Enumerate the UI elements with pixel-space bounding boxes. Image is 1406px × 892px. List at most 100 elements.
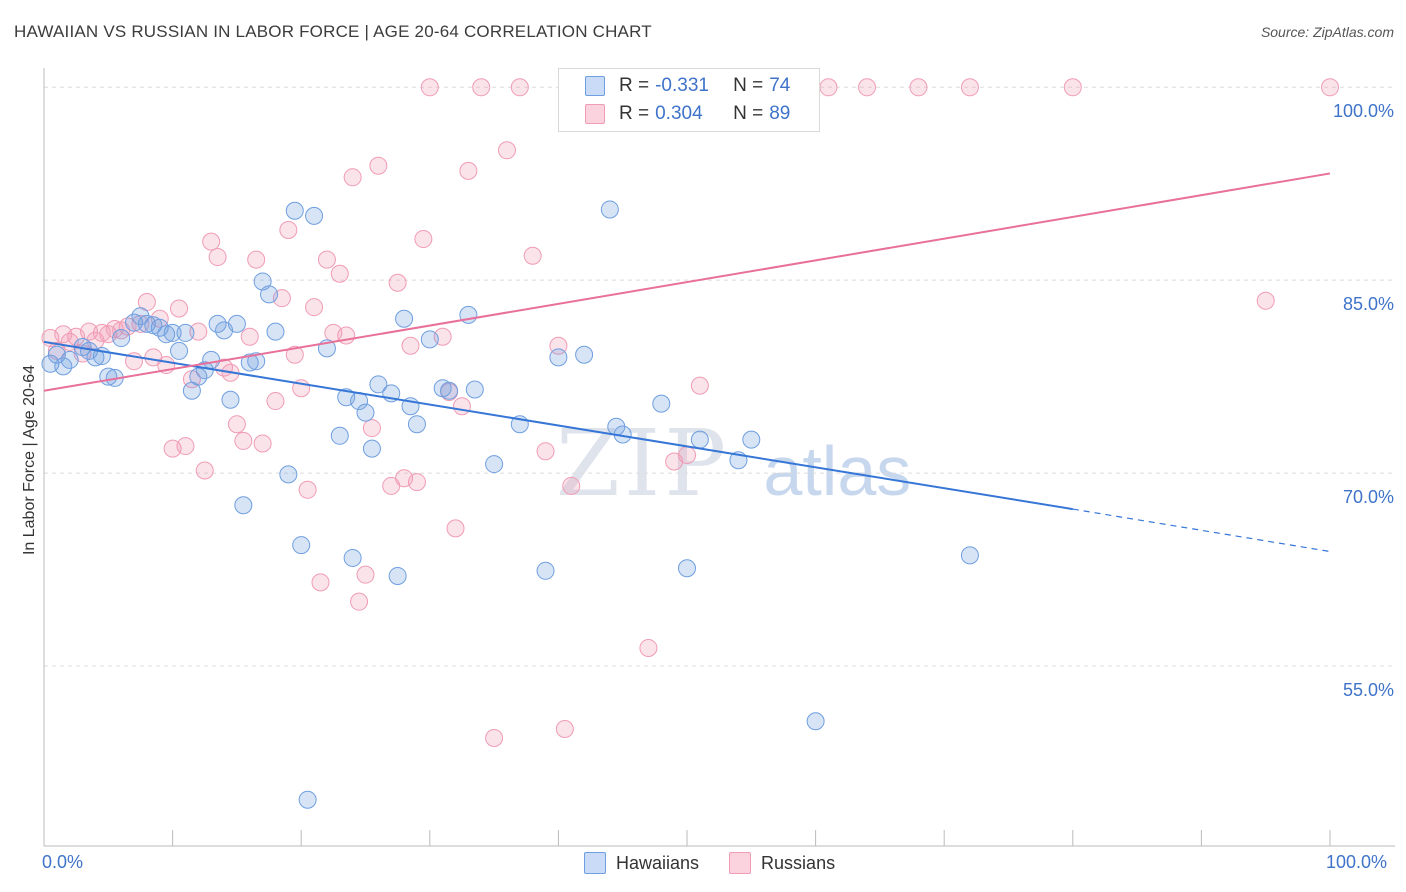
- hawaiian-point: [960, 546, 979, 565]
- hawaiian-point: [240, 353, 259, 372]
- hawaiian-point: [170, 341, 189, 360]
- hawaiian-point: [260, 285, 279, 304]
- hawaiian-point: [163, 323, 182, 342]
- hawaiian-point: [208, 314, 227, 333]
- hawaiian-point: [247, 352, 266, 371]
- hawaiian-point: [806, 712, 825, 731]
- russian-point: [266, 392, 285, 411]
- hawaiian-point: [395, 309, 414, 328]
- russian-point: [960, 78, 979, 97]
- hawaiian-point: [356, 403, 375, 422]
- russian-point: [240, 327, 259, 346]
- hawaiians-r-value: -0.331: [655, 75, 709, 96]
- russian-point: [253, 434, 272, 453]
- hawaiian-point: [305, 206, 324, 225]
- russian-point: [472, 78, 491, 97]
- hawaiians-swatch: [585, 76, 605, 96]
- legend-item-hawaiians[interactable]: Hawaiians: [584, 852, 699, 874]
- hawaiian-point: [465, 380, 484, 399]
- hawaiian-point: [131, 307, 150, 326]
- russian-point: [407, 473, 426, 492]
- russian-point: [497, 141, 516, 160]
- hawaiians-legend-swatch: [584, 852, 606, 874]
- hawaiian-point: [407, 415, 426, 434]
- russian-point: [170, 299, 189, 318]
- r-label: R =: [619, 75, 650, 96]
- n-label: N =: [733, 75, 764, 96]
- y-tick-label: 70.0%: [1342, 487, 1394, 508]
- hawaiian-point: [330, 426, 349, 445]
- source-credit: Source: ZipAtlas.com: [1260, 24, 1394, 40]
- hawaiian-point: [285, 201, 304, 220]
- hawaiian-point: [112, 329, 131, 348]
- hawaiian-point: [266, 322, 285, 341]
- russian-point: [189, 322, 208, 341]
- russian-point: [858, 78, 877, 97]
- hawaiian-point: [86, 348, 105, 367]
- russian-point: [459, 161, 478, 180]
- hawaiian-point: [54, 357, 73, 376]
- axes: [43, 68, 1395, 847]
- hawaiian-point: [369, 375, 388, 394]
- russian-point: [1256, 291, 1275, 310]
- russian-point: [536, 442, 555, 461]
- hawaiian-point: [60, 350, 79, 369]
- hawaiian-point: [388, 566, 407, 585]
- russian-point: [1063, 78, 1082, 97]
- hawaiian-point: [234, 496, 253, 515]
- legend-item-russians[interactable]: Russians: [729, 852, 835, 874]
- russian-point: [285, 345, 304, 364]
- russian-point: [311, 573, 330, 592]
- russian-point: [388, 273, 407, 292]
- russian-point: [176, 437, 195, 456]
- russians-legend-swatch: [729, 852, 752, 874]
- correlation-legend: R = -0.331 N = 74 R = 0.304 N = 89: [558, 68, 820, 132]
- trend-lines: [43, 172, 1331, 553]
- hawaiians-trend-line: [43, 340, 1073, 511]
- russian-point: [1321, 78, 1339, 97]
- russian-point: [305, 298, 324, 317]
- russian-point: [678, 446, 696, 465]
- hawaiian-point: [575, 345, 594, 364]
- hawaiian-point: [600, 200, 619, 219]
- watermark-zip: ZIP: [556, 410, 731, 517]
- hawaiian-point: [549, 348, 568, 367]
- hawaiian-point: [298, 790, 317, 809]
- russian-point: [909, 78, 928, 97]
- y-axis-label: In Labor Force | Age 20-64: [21, 364, 38, 556]
- hawaiians-trend-extension: [1072, 508, 1331, 553]
- russian-point: [690, 376, 709, 395]
- russian-point: [317, 250, 336, 269]
- hawaiian-point: [221, 390, 240, 409]
- russians-r-value: 0.304: [655, 103, 703, 124]
- y-tick-label: 100.0%: [1332, 101, 1394, 122]
- russian-point: [819, 78, 838, 97]
- hawaiians-points: [41, 200, 979, 809]
- gridlines: [44, 86, 1395, 667]
- r-label: R =: [619, 103, 650, 124]
- hawaiian-point: [440, 381, 459, 400]
- russian-point: [452, 397, 471, 416]
- hawaiian-point: [176, 323, 195, 342]
- hawaiians-n-value: 74: [769, 75, 791, 96]
- hawaiian-point: [652, 394, 671, 413]
- russian-point: [446, 519, 465, 538]
- hawaiian-point: [420, 330, 439, 349]
- russian-point: [350, 592, 369, 611]
- russian-point: [279, 221, 298, 240]
- chart-title: HAWAIIAN VS RUSSIAN IN LABOR FORCE | AGE…: [14, 22, 652, 41]
- russian-point: [247, 250, 266, 269]
- russian-point: [562, 476, 581, 495]
- hawaiian-point: [202, 350, 221, 369]
- hawaiian-point: [157, 325, 176, 344]
- russians-swatch: [585, 104, 605, 124]
- watermark: ZIP atlas: [556, 410, 911, 517]
- legend-row-russians: R = 0.304 N = 89: [585, 101, 790, 127]
- russian-point: [80, 322, 99, 341]
- hawaiian-point: [742, 430, 761, 449]
- russian-point: [420, 78, 439, 97]
- russian-point: [510, 78, 529, 97]
- russian-point: [362, 419, 381, 438]
- russian-point: [369, 156, 388, 175]
